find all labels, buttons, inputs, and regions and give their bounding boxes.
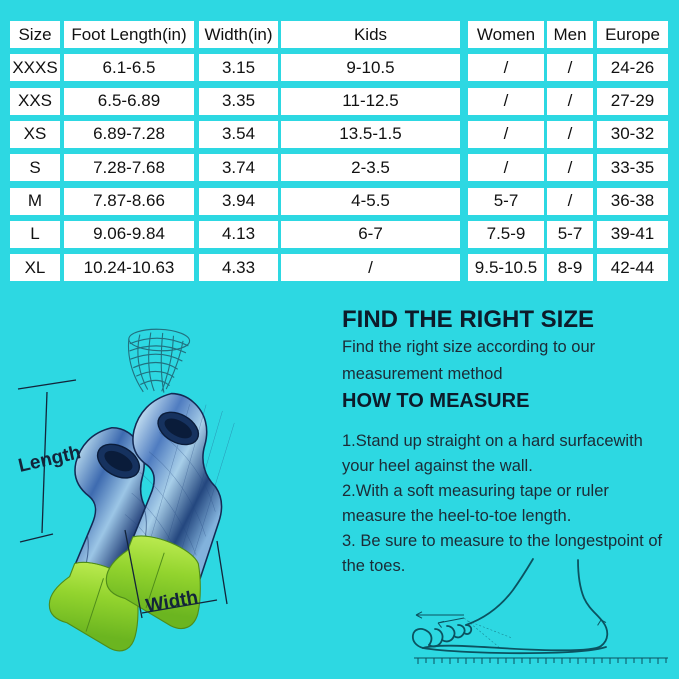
- svg-text:Length: Length: [16, 442, 82, 477]
